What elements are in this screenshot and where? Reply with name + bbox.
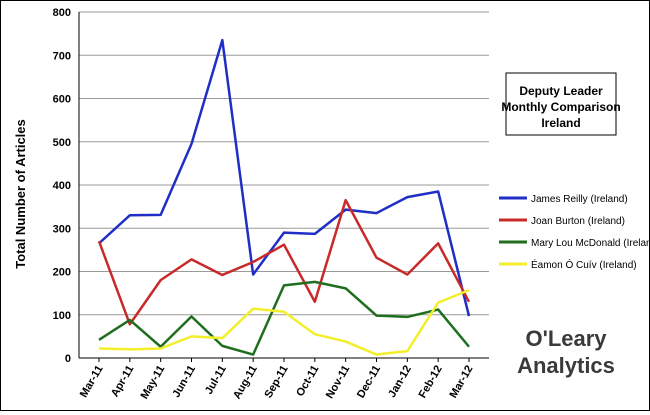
- title-box: Deputy Leader Monthly Comparison Ireland: [501, 72, 621, 136]
- x-tick-label: Mar-12: [447, 364, 475, 401]
- series-line-0: [98, 38, 471, 317]
- legend-label: Mary Lou McDonald (Ireland): [531, 238, 649, 249]
- x-tick-label: Jul-11: [203, 364, 229, 397]
- y-tick-label: 200: [53, 267, 71, 279]
- y-tick-label: 800: [53, 7, 71, 19]
- title-line-3: Ireland: [541, 116, 580, 130]
- legend-label: James Reilly (Ireland): [531, 194, 628, 205]
- x-tick-label: Jun-11: [170, 364, 198, 400]
- series-line-1: [97, 198, 471, 326]
- x-tick-label: Mar-11: [78, 364, 106, 400]
- legend-label: Éamon Ó Cuív (Ireland): [531, 258, 637, 271]
- series-line-2: [98, 280, 470, 356]
- x-tick-label: Feb-12: [417, 364, 445, 401]
- x-tick-label: Dec-11: [355, 364, 383, 401]
- x-tick-label: Jan-12: [386, 364, 414, 400]
- y-axis-label: Total Number of Articles: [13, 119, 28, 269]
- x-tick-label: Aug-11: [231, 364, 260, 402]
- y-tick-label: 100: [53, 310, 71, 322]
- svg-text:Analytics: Analytics: [517, 353, 615, 378]
- y-tick-label: 300: [53, 223, 71, 235]
- x-tick-label: May-11: [139, 364, 168, 402]
- svg-text:O'Leary: O'Leary: [525, 326, 607, 351]
- y-tick-label: 700: [53, 50, 71, 62]
- y-tick-label: 600: [53, 94, 71, 106]
- x-tick-label: Nov-11: [324, 364, 352, 401]
- x-tick-label: Oct-11: [294, 364, 321, 399]
- grid-lines: [78, 11, 489, 359]
- x-tick-label: Sep-11: [262, 364, 290, 401]
- title-line-1: Deputy Leader: [519, 84, 603, 98]
- x-tick-labels: Mar-11 Apr-11 May-11 Jun-11 Jul-11 Aug-11 Sep-…: [78, 358, 476, 401]
- y-tick-label: 500: [53, 137, 71, 149]
- y-tick-label: 0: [65, 353, 71, 365]
- title-line-2: Monthly Comparison: [501, 100, 620, 114]
- series-line-3: [98, 288, 470, 356]
- watermark-logo: O'Leary Analytics: [517, 326, 615, 378]
- legend-label: Joan Burton (Ireland): [531, 216, 625, 227]
- legend: James Reilly (Ireland) Joan Burton (Irela…: [499, 194, 650, 271]
- y-tick-label: 400: [53, 180, 71, 192]
- series-lines: [97, 38, 471, 356]
- y-tick-labels: 0 100 200 300 400 500 600 700 800: [53, 7, 71, 365]
- x-tick-label: Apr-11: [109, 364, 137, 400]
